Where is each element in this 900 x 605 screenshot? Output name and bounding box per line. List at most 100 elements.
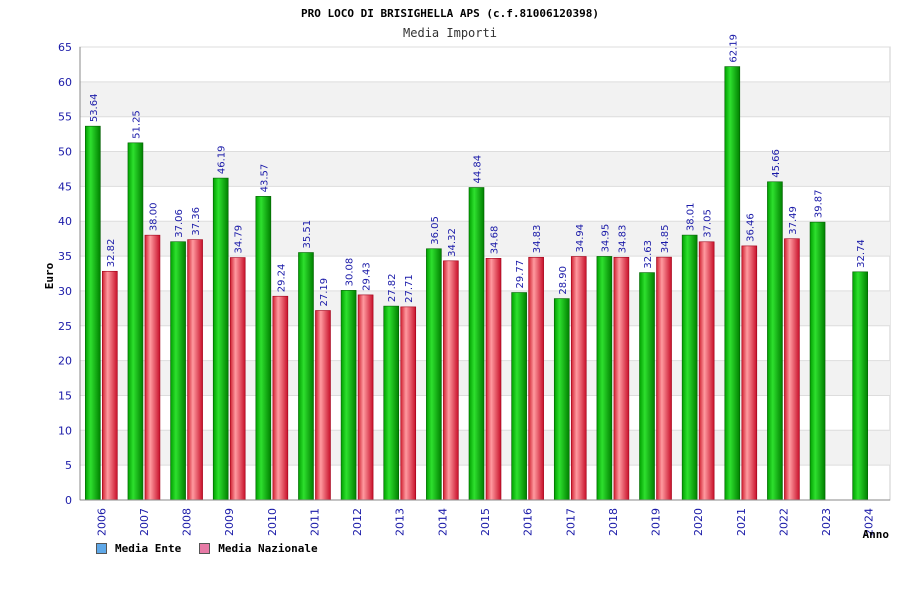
- y-tick-label: 50: [58, 146, 72, 159]
- bar-media-ente-2008: [170, 241, 186, 501]
- bar-media-nazionale-2021: [741, 245, 758, 501]
- y-tick-label: 15: [58, 389, 72, 402]
- data-label: 32.74: [856, 239, 867, 268]
- bar-media-nazionale-2015: [485, 258, 502, 501]
- y-tick-label: 60: [58, 76, 72, 89]
- chart-subtitle: Media Importi: [403, 26, 497, 40]
- x-tick-label-2020: 2020: [692, 508, 705, 536]
- bar-media-nazionale-2016: [528, 256, 544, 501]
- bar-media-ente-2022: [767, 181, 783, 501]
- x-tick-label-2024: 2024: [863, 508, 876, 536]
- bar-media-ente-2006: [85, 125, 101, 501]
- y-tick-label: 20: [58, 355, 72, 368]
- data-label: 34.79: [234, 225, 245, 254]
- data-label: 32.63: [643, 240, 654, 269]
- y-axis-label: Euro: [43, 262, 56, 289]
- y-tick-label: 40: [58, 215, 72, 228]
- x-tick-label-2021: 2021: [735, 508, 748, 536]
- data-label: 27.19: [319, 278, 330, 307]
- legend-item-media-nazionale: Media Nazionale: [199, 542, 318, 555]
- legend-item-media-ente: Media Ente: [96, 542, 181, 555]
- y-tick-label: 55: [58, 111, 72, 124]
- data-label: 39.87: [814, 189, 825, 218]
- chart-title: PRO LOCO DI BRISIGHELLA APS (c.f.8100612…: [301, 7, 599, 20]
- bar-media-ente-2010: [255, 196, 272, 501]
- bar-media-ente-2007: [127, 142, 144, 501]
- bar-media-nazionale-2018: [613, 256, 630, 501]
- data-label: 37.05: [703, 209, 714, 238]
- x-tick-label-2016: 2016: [522, 508, 535, 536]
- bar-media-ente-2015: [468, 187, 485, 501]
- bar-media-ente-2021: [724, 66, 741, 501]
- data-label: 34.83: [617, 225, 628, 254]
- data-label: 51.25: [131, 110, 142, 139]
- x-tick-label-2006: 2006: [95, 508, 108, 536]
- data-label: 34.95: [600, 224, 611, 253]
- data-label: 34.68: [490, 226, 501, 255]
- legend-swatch-media-ente: [96, 543, 107, 554]
- grid-band: [80, 151, 890, 187]
- data-label: 27.71: [404, 274, 415, 303]
- legend-label-media-ente: Media Ente: [115, 542, 182, 555]
- bar-media-nazionale-2012: [357, 294, 374, 501]
- bar-media-nazionale-2007: [144, 234, 161, 501]
- data-label: 46.19: [217, 145, 228, 174]
- data-label: 37.36: [191, 207, 202, 236]
- bar-media-ente-2011: [298, 252, 314, 501]
- data-label: 34.32: [447, 228, 458, 257]
- y-tick-label: 30: [58, 285, 72, 298]
- data-label: 37.49: [788, 206, 799, 235]
- x-tick-label-2014: 2014: [436, 508, 449, 536]
- x-tick-label-2011: 2011: [308, 508, 321, 536]
- bar-media-nazionale-2011: [315, 310, 331, 501]
- data-label: 34.85: [660, 224, 671, 253]
- data-label: 44.84: [473, 155, 484, 184]
- bar-media-ente-2023: [809, 221, 826, 501]
- bar-media-nazionale-2020: [698, 241, 715, 501]
- data-label: 29.43: [362, 262, 373, 291]
- data-label: 30.08: [345, 258, 356, 287]
- bar-media-ente-2018: [596, 256, 613, 501]
- y-tick-label: 35: [58, 250, 72, 263]
- bar-media-ente-2012: [340, 290, 357, 501]
- bar-media-nazionale-2017: [570, 256, 587, 501]
- y-tick-label: 45: [58, 180, 72, 193]
- bar-media-nazionale-2010: [272, 295, 289, 501]
- x-tick-label-2015: 2015: [479, 508, 492, 536]
- data-label: 29.24: [276, 264, 287, 293]
- data-label: 27.82: [387, 273, 398, 302]
- x-tick-label-2013: 2013: [394, 508, 407, 536]
- x-tick-label-2010: 2010: [266, 508, 279, 536]
- data-label: 34.94: [575, 224, 586, 253]
- data-label: 32.82: [106, 239, 117, 268]
- bar-media-nazionale-2022: [784, 238, 800, 501]
- x-tick-label-2008: 2008: [181, 508, 194, 536]
- data-label: 36.05: [430, 216, 441, 245]
- x-tick-label-2022: 2022: [777, 508, 790, 536]
- bar-media-nazionale-2014: [443, 260, 459, 501]
- data-label: 29.77: [515, 260, 526, 289]
- data-label: 43.57: [259, 164, 270, 193]
- bar-media-nazionale-2013: [400, 306, 417, 501]
- legend-label-media-nazionale: Media Nazionale: [218, 542, 318, 555]
- data-label: 45.66: [771, 149, 782, 178]
- data-label: 37.06: [174, 209, 185, 238]
- data-label: 53.64: [89, 94, 100, 123]
- legend: Media Ente Media Nazionale: [96, 542, 318, 555]
- data-label: 35.51: [302, 220, 313, 249]
- bar-media-ente-2009: [212, 177, 229, 501]
- data-label: 38.01: [686, 202, 697, 231]
- bar-media-ente-2016: [511, 292, 527, 501]
- data-label: 62.19: [728, 34, 739, 63]
- bar-media-nazionale-2008: [187, 239, 203, 501]
- grid-band: [80, 81, 890, 117]
- data-label: 34.83: [532, 225, 543, 254]
- bar-media-nazionale-2009: [229, 257, 246, 501]
- data-label: 36.46: [745, 213, 756, 242]
- bar-media-ente-2014: [426, 248, 442, 501]
- data-label: 28.90: [558, 266, 569, 295]
- bar-media-ente-2013: [383, 305, 400, 501]
- bar-media-ente-2024: [852, 271, 868, 501]
